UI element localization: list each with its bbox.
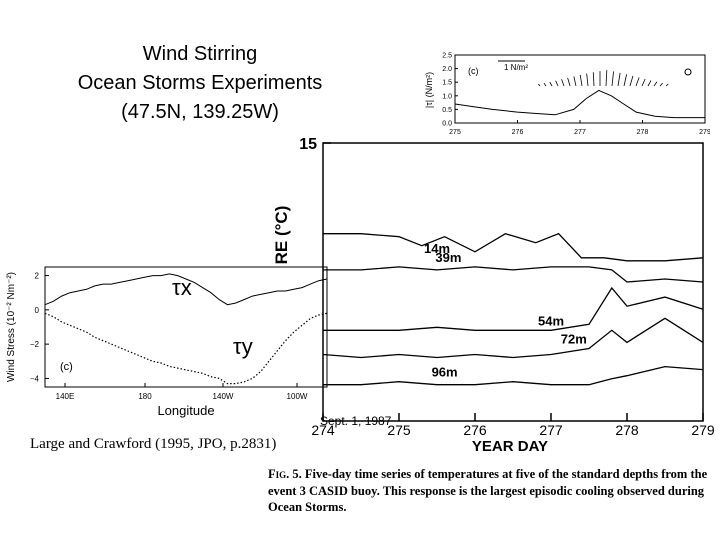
x-tick-label: 274 xyxy=(311,422,335,438)
x-tick-label: 276 xyxy=(512,129,524,136)
x-tick-label: 180 xyxy=(138,392,152,401)
stress-magnitude-frame xyxy=(454,54,706,124)
wind-vector xyxy=(623,74,627,87)
circle-marker xyxy=(684,68,692,76)
x-tick-label: 279 xyxy=(699,129,710,136)
wind-vector xyxy=(641,78,646,87)
wind-vector xyxy=(635,77,640,87)
x-tick-label: 279 xyxy=(691,422,715,438)
caption-text: Five-day time series of temperatures at … xyxy=(268,467,708,514)
y-tick-label: 1.0 xyxy=(442,93,452,100)
y-tick-label: 2 xyxy=(35,272,40,281)
title-line-1: Wind Stirring xyxy=(142,43,258,65)
stress-magnitude-panel-label: (c) xyxy=(468,66,479,76)
y-tick-label: 15 xyxy=(299,136,317,153)
scale-label: 1 N/m² xyxy=(504,63,528,72)
y-tick-label: −2 xyxy=(30,340,40,349)
wind-vector xyxy=(617,72,621,87)
series-label-14m: 14m xyxy=(424,241,450,256)
series-line-39m xyxy=(323,266,704,283)
temperature-frame xyxy=(322,142,704,422)
series-label-72m: 72m xyxy=(561,331,587,346)
series-line-stress-magnitude xyxy=(454,89,705,119)
wind-vector xyxy=(592,72,595,87)
wind-vector xyxy=(605,70,608,87)
wind-vector xyxy=(629,75,634,87)
y-tick-label: 0.5 xyxy=(442,107,452,114)
wind-vector xyxy=(665,83,669,87)
series-label-54m: 54m xyxy=(538,313,564,328)
x-tick-label: 100W xyxy=(287,392,308,401)
figure-caption: Fig. 5. Five-day time series of temperat… xyxy=(268,466,708,516)
wind-vector xyxy=(555,80,559,87)
wind-vector xyxy=(611,71,614,87)
x-tick-label: 278 xyxy=(615,422,639,438)
wind-stress-chart: Wind Stress (10⁻² Nm⁻²) (c) 2 0 −2 −4 140E 1… xyxy=(6,266,328,418)
x-tick-label: 276 xyxy=(463,422,487,438)
wind-vector xyxy=(586,73,589,87)
wind-vector-sticks xyxy=(537,68,692,87)
wind-vector xyxy=(653,81,658,87)
stress-magnitude-chart: |τ| (N/m²) (c) 1 N/m² 2.5 2.0 1.5 1.0 0.5 0.0… xyxy=(424,53,710,137)
series-label-tauy: τy xyxy=(233,334,253,359)
y-tick-label: 0.0 xyxy=(442,121,452,128)
wind-vector xyxy=(573,76,577,87)
x-tick-label: 278 xyxy=(637,129,649,136)
title-line-2: Ocean Storms Experiments xyxy=(77,72,323,94)
wind-stress-ylabel: Wind Stress (10⁻² Nm⁻²) xyxy=(6,272,17,382)
series-line-14m xyxy=(323,232,704,262)
wind-vector xyxy=(543,82,547,87)
caption-fig-label: Fig. 5. xyxy=(268,467,302,481)
y-tick-label: −4 xyxy=(30,374,40,383)
x-tick-label: 140W xyxy=(213,392,234,401)
temperature-ylabel: RE (°C) xyxy=(272,206,291,265)
series-label-39m: 39m xyxy=(435,250,461,265)
temperature-xlabel: YEAR DAY xyxy=(472,438,548,455)
y-tick-label: 1.5 xyxy=(442,80,452,87)
y-tick-label: 0 xyxy=(35,306,40,315)
stress-magnitude-ylabel: |τ| (N/m²) xyxy=(424,72,434,108)
wind-vector xyxy=(659,82,663,87)
slide-title: Wind Stirring Ocean Storms Experiments (… xyxy=(30,40,370,127)
series-line-taux xyxy=(44,273,328,306)
wind-stress-frame xyxy=(44,266,328,388)
x-tick-label: 140E xyxy=(56,392,75,401)
wind-vector xyxy=(537,83,541,87)
series-label-96m: 96m xyxy=(432,365,458,380)
title-line-3: (47.5N, 139.25W) xyxy=(121,101,279,123)
series-line-72m xyxy=(322,317,704,359)
x-tick-label: 277 xyxy=(539,422,563,438)
wind-stress-xlabel: Longitude xyxy=(157,403,214,418)
y-tick-label: 2.5 xyxy=(442,53,452,60)
wind-vector xyxy=(549,81,553,87)
wind-vector xyxy=(647,80,652,87)
wind-vector xyxy=(579,74,583,87)
x-tick-label: 277 xyxy=(574,129,586,136)
x-tick-label: 275 xyxy=(449,129,461,136)
series-line-54m xyxy=(323,286,704,331)
series-label-taux: τx xyxy=(172,275,192,300)
wind-vector xyxy=(567,77,571,87)
reference-citation: Large and Crawford (1995, JPO, p.2831) xyxy=(30,436,277,452)
y-tick-label: 2.0 xyxy=(442,66,452,73)
wind-stress-panel-label: (c) xyxy=(60,361,73,373)
series-line-96m xyxy=(323,365,704,386)
x-tick-label: 275 xyxy=(387,422,411,438)
wind-vector xyxy=(561,79,565,87)
